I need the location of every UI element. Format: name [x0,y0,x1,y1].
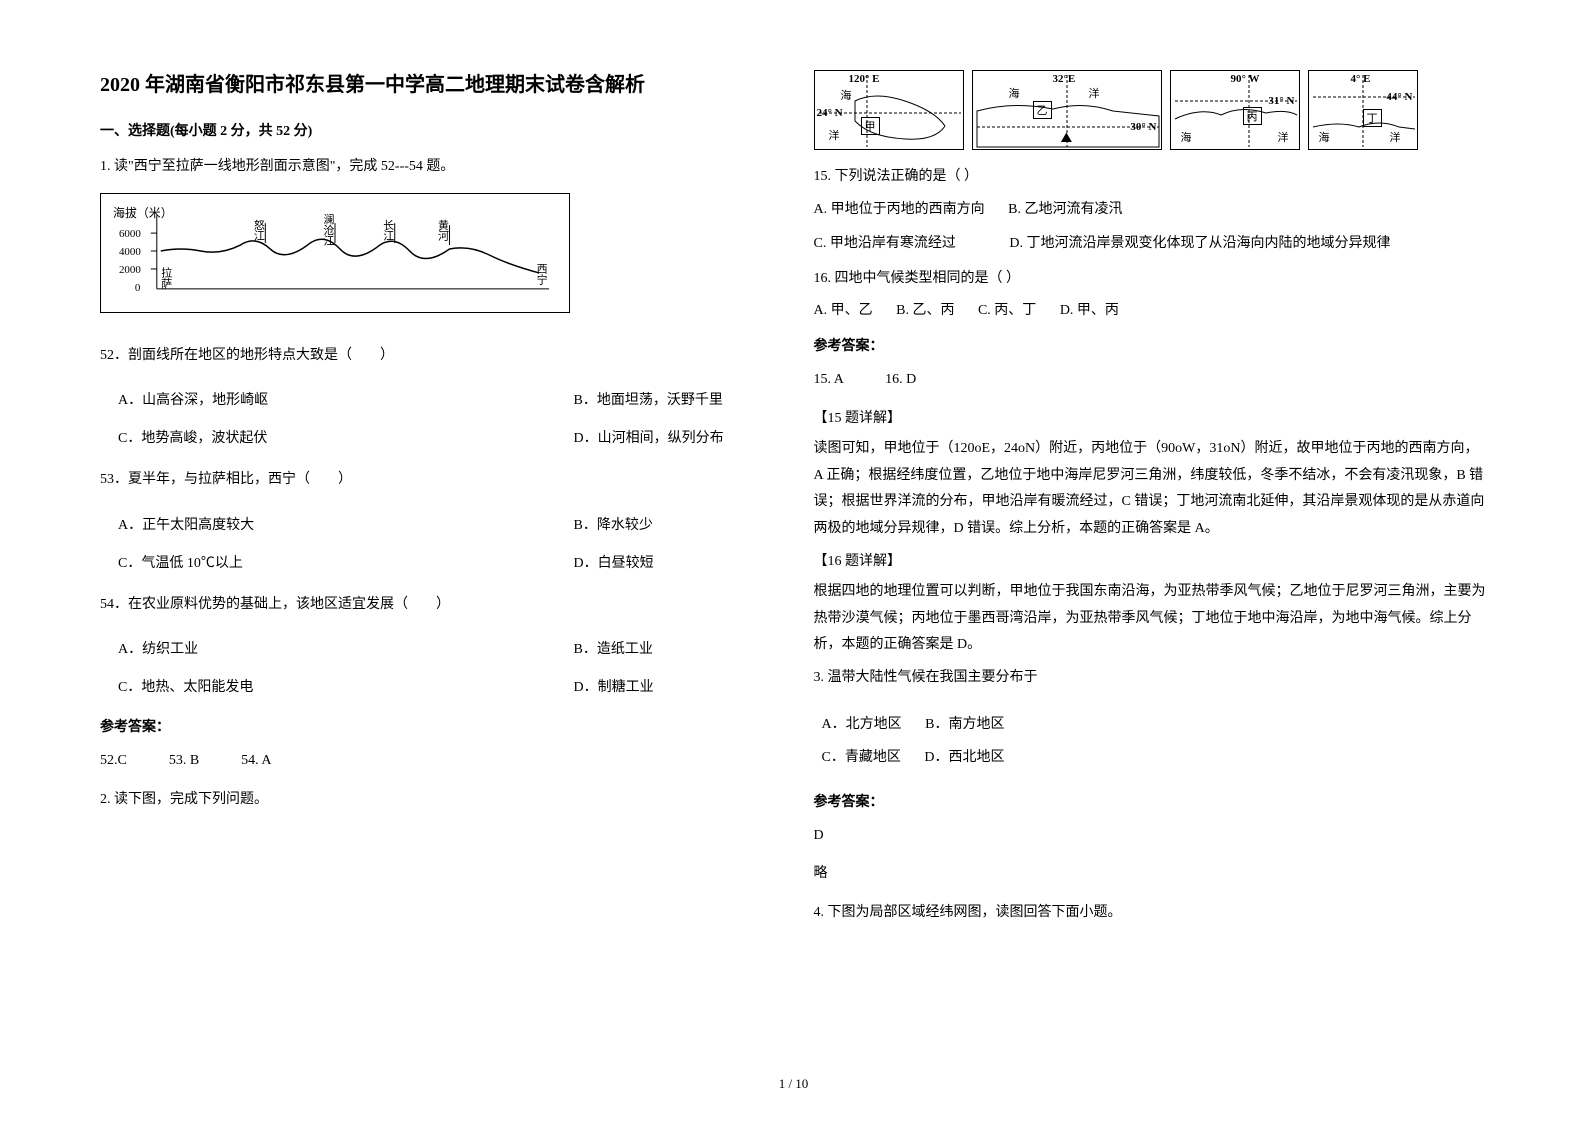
q53-opt-c: C．气温低 10℃以上 [118,552,574,572]
q15-opt-a: A. 甲地位于丙地的西南方向 [814,202,985,217]
q3-opt-c: C．青藏地区 [822,750,901,765]
chart-svg: 海拔（米） 6000 4000 2000 0 怒江 澜沧江 [111,202,559,308]
q3-note: 略 [814,861,1488,888]
q4-stem: 4. 下图为局部区域经纬网图，读图回答下面小题。 [814,900,1488,927]
q53-options: A．正午太阳高度较大 B．降水较少 C．气温低 10℃以上 D．白昼较短 [100,514,774,572]
city-lhasa: 拉萨 [160,265,172,289]
q52-stem: 52．剖面线所在地区的地形特点大致是（ ） [100,343,774,370]
q1-answers: 52.C 53. B 54. A [100,748,774,775]
q16-opt-d: D. 甲、丙 [1060,303,1119,318]
q16-opt-b: B. 乙、丙 [896,303,954,318]
exp15-text: 读图可知，甲地位于（120oE，24oN）附近，丙地位于（90oW，31oN）附… [814,436,1488,542]
m2-icon: ⛰ [1061,131,1073,147]
q15-row1: A. 甲地位于丙地的西南方向 B. 乙地河流有凌汛 [814,197,1488,224]
ylabel: 海拔（米） [113,205,173,220]
q53-opt-d: D．白昼较短 [574,552,774,572]
q15-opt-d: D. 丁地河流沿岸景观变化体现了从沿海向内陆的地域分异规律 [1009,236,1390,251]
map-4: 4° E 44° N 海 洋 丁 [1308,70,1418,150]
q52-opt-d: D．山河相间，纵列分布 [574,427,774,447]
q54-opt-a: A．纺织工业 [118,638,574,658]
q53-opt-b: B．降水较少 [574,514,774,534]
q3-opt-d: D．西北地区 [924,750,1004,765]
q15-stem: 15. 下列说法正确的是（ ） [814,164,1488,191]
maps-row: 120° E 24° N 海 洋 甲 32°E 30° N 海 洋 乙 [814,70,1488,150]
q1-answer-heading: 参考答案： [100,716,774,736]
q3-opt-a: A．北方地区 [822,717,902,732]
profile-chart: 海拔（米） 6000 4000 2000 0 怒江 澜沧江 [100,193,570,313]
q52-opt-b: B．地面坦荡，沃野千里 [574,389,774,409]
q52-opt-a: A．山高谷深，地形崎岖 [118,389,574,409]
river-huanghe: 黄河 [437,217,449,240]
q16-opt-c: C. 丙、丁 [978,303,1036,318]
q3-answer: D [814,823,1488,850]
q15-opt-c: C. 甲地沿岸有寒流经过 [814,236,956,251]
q3-stem: 3. 温带大陆性气候在我国主要分布于 [814,665,1488,692]
exp15-heading: 【15 题详解】 [814,406,1488,433]
ytick-0: 0 [135,281,141,293]
q54-opt-c: C．地热、太阳能发电 [118,676,574,696]
q3-opts: A．北方地区 B．南方地区 C．青藏地区 D．西北地区 [822,708,1488,775]
q52-opt-c: C．地势高峻，波状起伏 [118,427,574,447]
ytick-4000: 4000 [119,246,141,258]
q1-stem: 1. 读"西宁至拉萨一线地形剖面示意图"，完成 52---54 题。 [100,154,774,181]
q2-answers: 15. A 16. D [814,367,1488,394]
q15-row2: C. 甲地沿岸有寒流经过 D. 丁地河流沿岸景观变化体现了从沿海向内陆的地域分异… [814,231,1488,258]
q3-answer-heading: 参考答案： [814,791,1488,811]
section-heading: 一、选择题(每小题 2 分，共 52 分) [100,120,774,140]
right-column: 120° E 24° N 海 洋 甲 32°E 30° N 海 洋 乙 [814,70,1488,938]
map-3: 90° W 31° N 海 洋 丙 [1170,70,1300,150]
q16-opt-a: A. 甲、乙 [814,303,873,318]
q54-opt-b: B．造纸工业 [574,638,774,658]
ytick-6000: 6000 [119,228,141,240]
q54-opt-d: D．制糖工业 [574,676,774,696]
q54-options: A．纺织工业 B．造纸工业 C．地热、太阳能发电 D．制糖工业 [100,638,774,696]
q2-stem: 2. 读下图，完成下列问题。 [100,787,774,814]
q16-stem: 16. 四地中气候类型相同的是（ ） [814,266,1488,293]
q2-answer-heading: 参考答案： [814,335,1488,355]
river-lancang: 澜沧江 [322,211,334,245]
exp16-heading: 【16 题详解】 [814,549,1488,576]
q53-stem: 53．夏半年，与拉萨相比，西宁（ ） [100,467,774,494]
q3-opt-b: B．南方地区 [925,717,1004,732]
q16-opts: A. 甲、乙 B. 乙、丙 C. 丙、丁 D. 甲、丙 [814,298,1488,325]
river-changjiang: 长江 [382,218,394,240]
q53-opt-a: A．正午太阳高度较大 [118,514,574,534]
map-2: 32°E 30° N 海 洋 乙 ⛰ [972,70,1162,150]
city-xining: 西宁 [535,263,547,285]
q15-opt-b: B. 乙地河流有凌汛 [1008,202,1122,217]
exp16-text: 根据四地的地理位置可以判断，甲地位于我国东南沿海，为亚热带季风气候；乙地位于尼罗… [814,579,1488,659]
q54-stem: 54．在农业原料优势的基础上，该地区适宜发展（ ） [100,592,774,619]
profile-line [161,239,539,273]
ytick-2000: 2000 [119,264,141,276]
river-nu: 怒江 [252,217,264,240]
q52-options: A．山高谷深，地形崎岖 B．地面坦荡，沃野千里 C．地势高峻，波状起伏 D．山河… [100,389,774,447]
left-column: 2020 年湖南省衡阳市祁东县第一中学高二地理期末试卷含解析 一、选择题(每小题… [100,70,774,938]
page-title: 2020 年湖南省衡阳市祁东县第一中学高二地理期末试卷含解析 [100,70,774,100]
m1-land: 甲 [861,117,880,135]
page-number: 1 / 10 [779,1076,809,1092]
map-1: 120° E 24° N 海 洋 甲 [814,70,964,150]
